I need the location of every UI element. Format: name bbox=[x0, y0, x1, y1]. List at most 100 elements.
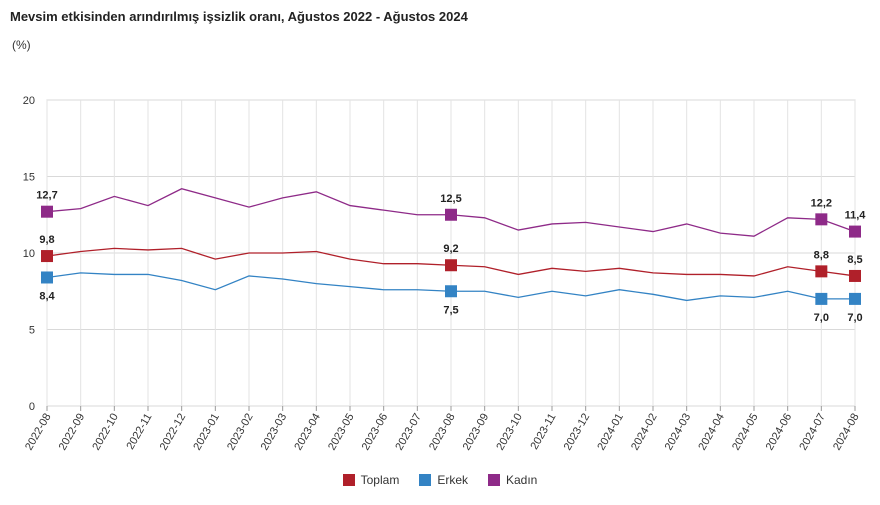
data-point[interactable] bbox=[718, 272, 722, 276]
data-point[interactable] bbox=[685, 272, 689, 276]
data-point[interactable] bbox=[213, 196, 217, 200]
data-point[interactable] bbox=[79, 249, 83, 253]
data-marker[interactable] bbox=[445, 208, 457, 221]
data-point[interactable] bbox=[112, 194, 116, 198]
data-point[interactable] bbox=[247, 274, 251, 278]
data-point[interactable] bbox=[718, 231, 722, 235]
x-tick-label: 2023-02 bbox=[225, 412, 256, 453]
data-point[interactable] bbox=[550, 266, 554, 270]
data-marker[interactable] bbox=[815, 292, 828, 305]
data-point[interactable] bbox=[617, 225, 621, 229]
x-tick-label: 2022-08 bbox=[23, 412, 54, 453]
data-point[interactable] bbox=[752, 274, 756, 278]
data-label: 8,4 bbox=[39, 290, 55, 302]
data-point[interactable] bbox=[348, 285, 352, 289]
data-point[interactable] bbox=[483, 265, 487, 269]
data-point[interactable] bbox=[584, 294, 588, 298]
y-unit-label: (%) bbox=[12, 38, 31, 52]
data-point[interactable] bbox=[382, 262, 386, 266]
data-point[interactable] bbox=[112, 246, 116, 250]
x-tick-label: 2023-10 bbox=[494, 412, 525, 453]
data-point[interactable] bbox=[786, 216, 790, 220]
data-label: 9,8 bbox=[39, 234, 54, 246]
data-point[interactable] bbox=[314, 249, 318, 253]
data-marker[interactable] bbox=[815, 213, 828, 226]
data-marker[interactable] bbox=[445, 285, 457, 298]
data-marker[interactable] bbox=[41, 271, 53, 284]
data-marker[interactable] bbox=[849, 269, 861, 282]
data-label: 7,0 bbox=[847, 312, 862, 324]
x-tick-label: 2023-06 bbox=[360, 412, 391, 453]
data-label: 12,7 bbox=[36, 190, 57, 202]
data-point[interactable] bbox=[146, 248, 150, 252]
data-point[interactable] bbox=[348, 204, 352, 208]
data-point[interactable] bbox=[382, 288, 386, 292]
data-point[interactable] bbox=[382, 208, 386, 212]
x-tick-label: 2023-05 bbox=[326, 412, 357, 453]
data-point[interactable] bbox=[247, 251, 251, 255]
data-point[interactable] bbox=[617, 266, 621, 270]
data-point[interactable] bbox=[415, 213, 419, 217]
data-label: 12,2 bbox=[811, 197, 832, 209]
data-point[interactable] bbox=[213, 257, 217, 261]
data-point[interactable] bbox=[584, 269, 588, 273]
data-point[interactable] bbox=[180, 279, 184, 283]
data-point[interactable] bbox=[483, 289, 487, 293]
data-label: 8,8 bbox=[814, 249, 829, 261]
data-point[interactable] bbox=[617, 288, 621, 292]
data-point[interactable] bbox=[213, 288, 217, 292]
x-tick-label: 2023-12 bbox=[562, 412, 593, 453]
data-point[interactable] bbox=[651, 230, 655, 234]
data-marker[interactable] bbox=[815, 265, 828, 278]
data-point[interactable] bbox=[247, 205, 251, 209]
x-tick-label: 2023-07 bbox=[393, 412, 424, 453]
data-point[interactable] bbox=[281, 251, 285, 255]
data-marker[interactable] bbox=[849, 225, 861, 238]
data-point[interactable] bbox=[550, 289, 554, 293]
data-point[interactable] bbox=[112, 272, 116, 276]
data-point[interactable] bbox=[685, 298, 689, 302]
data-marker[interactable] bbox=[445, 259, 457, 272]
data-point[interactable] bbox=[752, 234, 756, 238]
data-label: 11,4 bbox=[845, 210, 867, 222]
data-label: 8,5 bbox=[847, 254, 862, 266]
data-point[interactable] bbox=[786, 265, 790, 269]
data-marker[interactable] bbox=[41, 205, 53, 218]
data-point[interactable] bbox=[786, 289, 790, 293]
data-point[interactable] bbox=[348, 257, 352, 261]
data-point[interactable] bbox=[685, 222, 689, 226]
data-point[interactable] bbox=[79, 207, 83, 211]
legend-swatch bbox=[342, 474, 355, 486]
y-tick-label: 10 bbox=[23, 248, 35, 260]
data-point[interactable] bbox=[516, 295, 520, 299]
data-point[interactable] bbox=[180, 187, 184, 191]
data-point[interactable] bbox=[651, 271, 655, 275]
data-point[interactable] bbox=[314, 190, 318, 194]
legend-label: Erkek bbox=[437, 473, 468, 487]
legend-item-toplam[interactable]: Toplam bbox=[342, 473, 399, 487]
data-point[interactable] bbox=[281, 196, 285, 200]
legend-swatch bbox=[419, 474, 432, 486]
data-point[interactable] bbox=[550, 222, 554, 226]
data-point[interactable] bbox=[281, 277, 285, 281]
chart-title: Mevsim etkisinden arındırılmış işsizlik … bbox=[10, 9, 468, 24]
data-point[interactable] bbox=[415, 262, 419, 266]
data-marker[interactable] bbox=[41, 250, 53, 263]
data-point[interactable] bbox=[79, 271, 83, 275]
data-marker[interactable] bbox=[849, 292, 861, 305]
data-point[interactable] bbox=[146, 204, 150, 208]
data-point[interactable] bbox=[516, 272, 520, 276]
data-point[interactable] bbox=[718, 294, 722, 298]
data-point[interactable] bbox=[584, 220, 588, 224]
legend-item-erkek[interactable]: Erkek bbox=[419, 473, 468, 487]
data-point[interactable] bbox=[651, 292, 655, 296]
data-point[interactable] bbox=[314, 282, 318, 286]
data-point[interactable] bbox=[516, 228, 520, 232]
legend-item-kadın[interactable]: Kadın bbox=[488, 473, 537, 487]
data-point[interactable] bbox=[752, 295, 756, 299]
data-point[interactable] bbox=[483, 216, 487, 220]
data-point[interactable] bbox=[146, 272, 150, 276]
data-point[interactable] bbox=[415, 288, 419, 292]
data-point[interactable] bbox=[180, 246, 184, 250]
